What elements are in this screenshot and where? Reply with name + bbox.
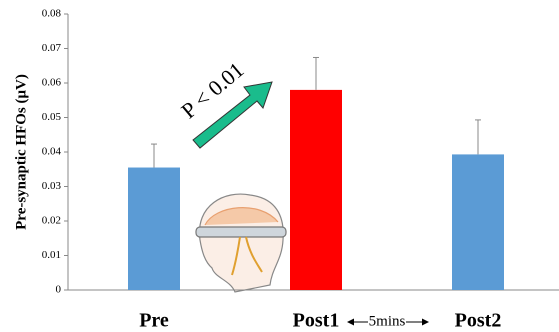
y-tick-label: 0.08	[42, 8, 62, 20]
bar	[290, 90, 342, 290]
brain-illustration	[196, 194, 286, 292]
x-tick-label: Post2	[455, 310, 502, 332]
bar	[128, 168, 180, 290]
x-tick-label: Post1	[293, 310, 340, 332]
y-tick-label: 0.05	[42, 111, 62, 123]
y-axis-label: Pre-synaptic HFOs (μV)	[13, 74, 29, 230]
y-tick-label: 0.04	[42, 146, 62, 158]
bar	[452, 154, 504, 290]
chart: Pre-synaptic HFOs (μV) P < 0.01 5mins 00…	[0, 0, 559, 332]
y-tick-label: 0.03	[42, 180, 62, 192]
y-tick-label: 0.07	[42, 42, 62, 54]
y-tick-label: 0.06	[42, 77, 62, 89]
x-tick-label: Pre	[139, 310, 169, 332]
y-tick-label: 0	[56, 284, 62, 296]
interval-label: 5mins	[369, 313, 406, 329]
y-tick-label: 0.01	[42, 249, 61, 261]
y-tick-label: 0.02	[42, 215, 61, 227]
